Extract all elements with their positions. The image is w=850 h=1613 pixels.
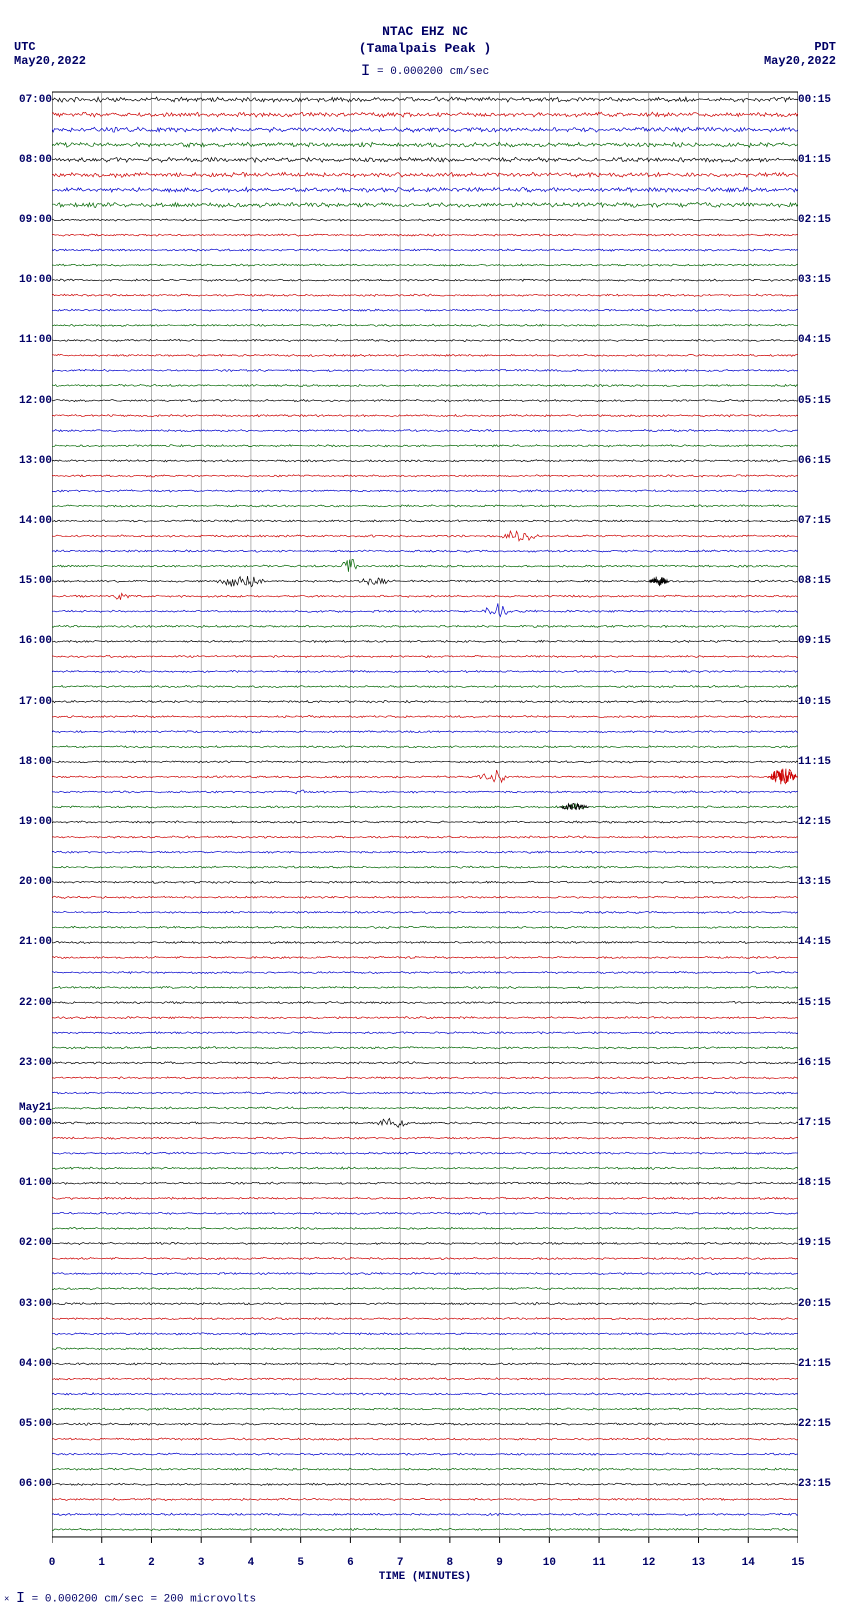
time-label: 13:15 [798,877,848,888]
time-label: 02:00 [2,1238,52,1249]
left-time-axis: 07:00 08:00 09:00 10:00 11:00 12:00 13:00 14:00… [2,88,52,1553]
time-label: 15:15 [798,998,848,1009]
time-label: 23:15 [798,1479,848,1490]
time-label: 18:00 [2,757,52,768]
helicorder-plot [52,88,798,1553]
time-label: 13:00 [2,456,52,467]
time-label: 20:00 [2,877,52,888]
time-label: 20:15 [798,1299,848,1310]
time-label: 06:00 [2,1479,52,1490]
x-tick: 13 [692,1557,705,1569]
time-label: 00:15 [798,95,848,106]
x-tick: 5 [297,1557,304,1569]
x-tick: 10 [543,1557,556,1569]
x-axis: TIME (MINUTES) 0123456789101112131415 [52,1553,798,1583]
time-label: 10:00 [2,275,52,286]
x-tick: 3 [198,1557,205,1569]
time-label: 02:15 [798,215,848,226]
time-label: 09:00 [2,215,52,226]
x-tick: 11 [592,1557,605,1569]
x-tick: 2 [148,1557,155,1569]
time-label: 00:00 [2,1118,52,1129]
time-label: 15:00 [2,576,52,587]
x-tick: 6 [347,1557,354,1569]
time-label: 03:15 [798,275,848,286]
time-label: 22:00 [2,998,52,1009]
time-label: 18:15 [798,1178,848,1189]
x-tick: 0 [49,1557,56,1569]
x-tick: 1 [98,1557,105,1569]
time-label: 08:00 [2,155,52,166]
x-tick: 7 [397,1557,404,1569]
time-label: 12:00 [2,396,52,407]
time-label: 01:00 [2,1178,52,1189]
x-tick: 9 [496,1557,503,1569]
time-label: 19:15 [798,1238,848,1249]
tz-left: UTC May20,2022 [14,40,86,69]
time-label: 21:15 [798,1359,848,1370]
time-label: 05:00 [2,1419,52,1430]
x-tick: 8 [447,1557,454,1569]
tz-right: PDT May20,2022 [764,40,836,69]
time-label: 11:15 [798,757,848,768]
time-label: 17:15 [798,1118,848,1129]
time-label: 21:00 [2,937,52,948]
time-label: 04:00 [2,1359,52,1370]
x-tick: 4 [248,1557,255,1569]
time-label: 01:15 [798,155,848,166]
time-label: 07:15 [798,516,848,527]
time-label: 14:15 [798,937,848,948]
time-label: 23:00 [2,1058,52,1069]
time-label: 16:00 [2,636,52,647]
x-tick: 14 [742,1557,755,1569]
x-axis-label: TIME (MINUTES) [52,1571,798,1583]
time-label: 06:15 [798,456,848,467]
station-code: NTAC EHZ NC [0,24,850,41]
footer-scale: × I = 0.000200 cm/sec = 200 microvolts [4,1590,256,1607]
time-label-pre: May21 [2,1103,52,1114]
time-label: 22:15 [798,1419,848,1430]
time-label: 16:15 [798,1058,848,1069]
time-label: 09:15 [798,636,848,647]
x-tick: 12 [642,1557,655,1569]
x-tick: 15 [791,1557,804,1569]
time-label: 19:00 [2,817,52,828]
time-label: 11:00 [2,335,52,346]
station-location: (Tamalpais Peak ) [0,41,850,58]
time-label: 04:15 [798,335,848,346]
right-time-axis: 00:15 01:15 02:15 03:15 04:15 05:15 06:15 07:15… [798,88,848,1553]
time-label: 05:15 [798,396,848,407]
time-label: 10:15 [798,697,848,708]
time-label: 07:00 [2,95,52,106]
scale-indicator: I = 0.000200 cm/sec [0,62,850,80]
time-label: 08:15 [798,576,848,587]
time-label: 14:00 [2,516,52,527]
time-label: 03:00 [2,1299,52,1310]
time-label: 17:00 [2,697,52,708]
time-label: 12:15 [798,817,848,828]
